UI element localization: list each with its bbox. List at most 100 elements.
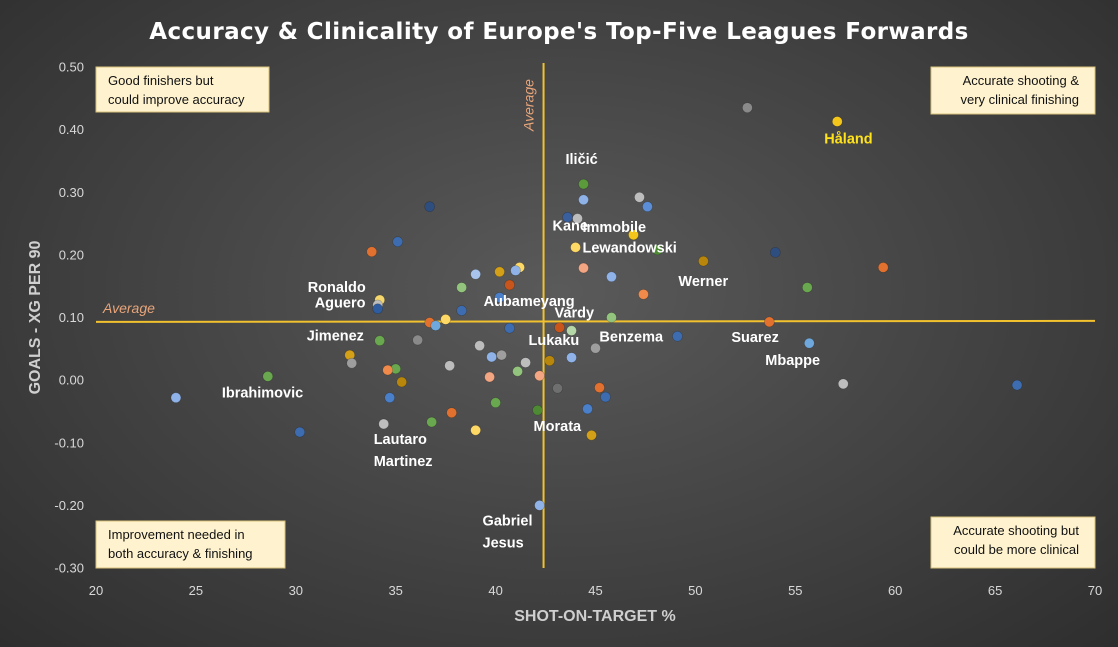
player-label: Kane — [553, 218, 588, 234]
data-point — [470, 268, 481, 280]
data-point — [456, 305, 467, 316]
x-axis-title: SHOT-ON-TARGET % — [514, 608, 675, 625]
quadrant-note-text: Good finishers but — [108, 73, 214, 88]
player-label: Vardy — [555, 306, 595, 322]
data-point — [544, 355, 555, 367]
y-tick-label: 0.30 — [59, 185, 84, 200]
data-point — [512, 366, 523, 377]
quadrant-note-text: Accurate shooting but — [953, 523, 1079, 538]
data-point — [594, 382, 605, 393]
x-tick-label: 55 — [788, 583, 802, 598]
data-point — [552, 382, 563, 394]
x-axis-ticks: 20 25 30 35 40 45 50 55 60 65 70 — [89, 583, 1102, 598]
y-axis-title: GOALS - XG PER 90 — [27, 240, 44, 394]
quadrant-note-box — [95, 520, 286, 569]
data-point — [456, 282, 467, 293]
data-points — [170, 102, 1023, 511]
x-tick-label: 45 — [588, 583, 602, 598]
data-point — [470, 424, 481, 436]
y-tick-label: 0.00 — [59, 373, 84, 388]
data-point — [446, 407, 457, 418]
player-label: Ronaldo — [308, 280, 366, 296]
quadrant-note-top-right: Accurate shooting & very clinical finishi… — [930, 66, 1096, 115]
data-point — [634, 191, 645, 203]
y-tick-label: 0.50 — [59, 60, 84, 75]
data-point — [294, 426, 306, 438]
y-tick-label: 0.40 — [59, 122, 84, 137]
player-label: Ibrahimovic — [222, 385, 303, 401]
data-point — [877, 262, 889, 273]
data-point — [440, 314, 451, 325]
data-point — [424, 201, 435, 212]
data-point — [378, 418, 390, 430]
player-label: Martinez — [374, 454, 433, 470]
x-tick-label: 65 — [988, 583, 1002, 598]
data-point — [606, 271, 617, 283]
quadrant-notes: Good finishers but could improve accuracy… — [95, 66, 1096, 569]
data-point — [474, 340, 485, 351]
quadrant-note-box — [930, 516, 1096, 569]
data-point — [586, 429, 597, 441]
data-point — [600, 391, 611, 403]
data-point — [374, 335, 386, 346]
data-point — [566, 352, 577, 363]
quadrant-note-text: both accuracy & finishing — [108, 546, 253, 561]
x-tick-label: 25 — [189, 583, 203, 598]
data-point — [490, 397, 501, 408]
player-label: Suarez — [731, 330, 779, 346]
data-point — [534, 500, 545, 511]
data-point — [346, 357, 358, 369]
data-point — [426, 416, 437, 428]
y-tick-label: -0.10 — [54, 435, 84, 450]
y-tick-label: -0.30 — [54, 561, 84, 576]
x-tick-label: 60 — [888, 583, 902, 598]
data-point — [534, 370, 545, 382]
data-point — [554, 322, 565, 333]
y-axis-ticks: -0.30 -0.20 -0.10 0.00 0.10 0.20 0.30 0.40 0.50 — [54, 60, 84, 576]
player-label: Gabriel — [483, 513, 533, 529]
data-point — [384, 392, 396, 403]
x-tick-label: 30 — [289, 583, 303, 598]
chart-title: Accuracy & Clinicality of Europe's Top-F… — [149, 19, 968, 45]
data-point — [392, 236, 403, 248]
quadrant-note-text: Accurate shooting & — [963, 73, 1080, 88]
data-point — [262, 371, 274, 382]
data-point — [698, 255, 709, 267]
x-tick-label: 50 — [688, 583, 702, 598]
data-point — [572, 213, 583, 224]
data-point — [764, 316, 775, 328]
player-label: Jimenez — [307, 329, 364, 345]
data-point — [566, 325, 577, 336]
data-point — [496, 349, 507, 361]
data-point — [412, 334, 423, 346]
data-point — [831, 116, 843, 127]
quadrant-note-text: Improvement needed in — [108, 527, 245, 542]
player-label: Morata — [534, 419, 582, 435]
x-tick-label: 35 — [388, 583, 402, 598]
data-point — [504, 322, 515, 334]
data-point — [486, 351, 497, 363]
data-point — [770, 247, 781, 258]
data-point — [590, 342, 601, 354]
average-label-vertical: Average — [521, 79, 537, 132]
data-point — [1011, 379, 1023, 391]
data-point — [642, 201, 653, 212]
data-point — [504, 279, 515, 291]
data-point — [570, 242, 581, 253]
data-point — [494, 266, 505, 278]
quadrant-note-text: very clinical finishing — [961, 92, 1080, 107]
y-tick-label: 0.10 — [59, 310, 84, 325]
x-tick-label: 70 — [1088, 583, 1102, 598]
data-point — [382, 364, 394, 376]
player-label: Aguero — [315, 296, 366, 312]
average-line-horizontal — [95, 319, 1096, 323]
data-point — [638, 289, 649, 300]
quadrant-note-box — [95, 66, 270, 113]
data-point — [520, 357, 531, 368]
data-point — [510, 265, 521, 276]
data-point — [444, 360, 455, 372]
quadrant-note-text: could be more clinical — [954, 542, 1079, 557]
data-point — [562, 212, 573, 223]
